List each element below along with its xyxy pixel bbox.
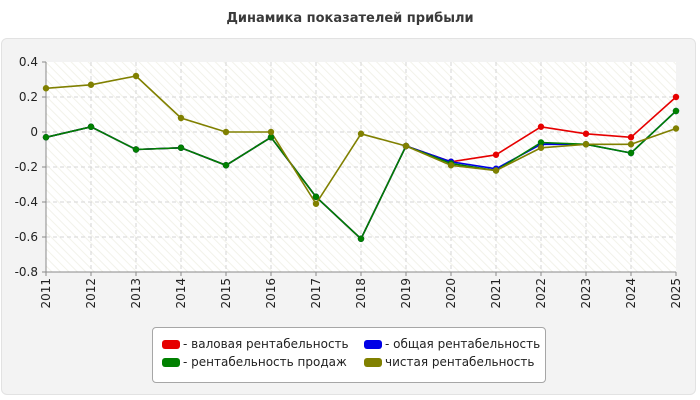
- x-tick-label: 2016: [264, 278, 278, 309]
- x-axis-ticks: 2011 2012 2013 2014 2015 2016 2017 2018 2019 2020…: [39, 272, 683, 309]
- series-point: [87, 81, 95, 88]
- series-point: [447, 162, 455, 169]
- x-tick-label: 2017: [309, 278, 323, 309]
- series-point: [627, 141, 635, 148]
- series-point: [132, 146, 140, 153]
- legend-label-total: - общая рентабельность: [385, 337, 541, 351]
- legend-item-gross: - валовая рентабельность: [162, 336, 349, 352]
- series-point: [222, 128, 230, 136]
- x-tick-label: 2019: [399, 278, 413, 309]
- series-point: [42, 85, 50, 92]
- y-tick-label: -0.8: [15, 265, 38, 279]
- series-point: [672, 107, 680, 115]
- series-point: [537, 123, 545, 130]
- chart-title: Динамика показателей прибыли: [226, 11, 474, 26]
- series-point: [267, 134, 275, 141]
- series-point: [42, 134, 50, 141]
- legend-item-net: чистая рентабельность: [364, 354, 534, 370]
- x-tick-label: 2012: [84, 278, 98, 309]
- x-tick-label: 2023: [579, 278, 593, 309]
- series-point: [627, 149, 635, 157]
- series-point: [582, 130, 590, 137]
- legend: - валовая рентабельность - общая рентабе…: [152, 327, 546, 383]
- legend-label-sales: - рентабельность продаж: [183, 355, 347, 369]
- x-tick-label: 2014: [174, 278, 188, 309]
- legend-swatch-gross: [162, 339, 180, 349]
- x-tick-label: 2024: [624, 278, 638, 309]
- y-tick-label: 0: [30, 125, 38, 139]
- series-point: [582, 141, 590, 148]
- series-point: [672, 93, 680, 101]
- series-point: [402, 142, 410, 150]
- series-points: [42, 72, 680, 242]
- series-point: [177, 114, 185, 122]
- y-tick-label: -0.2: [15, 160, 38, 174]
- series-point: [132, 72, 140, 80]
- x-tick-label: 2021: [489, 278, 503, 309]
- series-point: [537, 144, 545, 151]
- y-axis-ticks: 0.4 0.2 0 -0.2 -0.4 -0.6 -0.8: [15, 55, 46, 279]
- series-point: [312, 200, 320, 207]
- series-point: [222, 162, 230, 169]
- y-tick-label: -0.4: [15, 195, 38, 209]
- legend-swatch-net: [364, 357, 382, 367]
- series-point: [357, 130, 365, 137]
- series-point: [312, 193, 320, 200]
- series-point: [267, 128, 275, 136]
- x-tick-label: 2015: [219, 278, 233, 309]
- legend-item-total: - общая рентабельность: [364, 336, 540, 352]
- x-tick-label: 2020: [444, 278, 458, 309]
- series-point: [492, 167, 500, 174]
- series-point: [357, 235, 365, 242]
- x-tick-label: 2022: [534, 278, 548, 309]
- series-point: [177, 144, 185, 151]
- legend-label-gross: - валовая рентабельность: [183, 337, 349, 351]
- series-point: [492, 151, 500, 158]
- legend-item-sales: - рентабельность продаж: [162, 354, 347, 370]
- series-point: [87, 123, 95, 130]
- series-point: [627, 134, 635, 141]
- x-tick-label: 2011: [39, 278, 53, 309]
- legend-label-net: чистая рентабельность: [385, 355, 535, 369]
- legend-swatch-sales: [162, 357, 180, 367]
- y-tick-label: -0.6: [15, 230, 38, 244]
- y-tick-label: 0.2: [19, 90, 38, 104]
- x-tick-label: 2025: [669, 278, 683, 309]
- x-tick-label: 2013: [129, 278, 143, 309]
- legend-swatch-total: [364, 339, 382, 349]
- y-tick-label: 0.4: [19, 55, 38, 69]
- x-tick-label: 2018: [354, 278, 368, 309]
- series-point: [537, 139, 545, 146]
- series-point: [672, 125, 680, 132]
